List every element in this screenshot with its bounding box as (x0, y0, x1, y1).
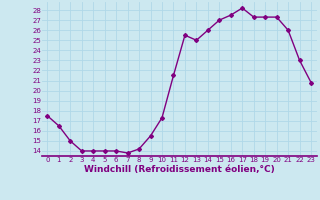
X-axis label: Windchill (Refroidissement éolien,°C): Windchill (Refroidissement éolien,°C) (84, 165, 275, 174)
